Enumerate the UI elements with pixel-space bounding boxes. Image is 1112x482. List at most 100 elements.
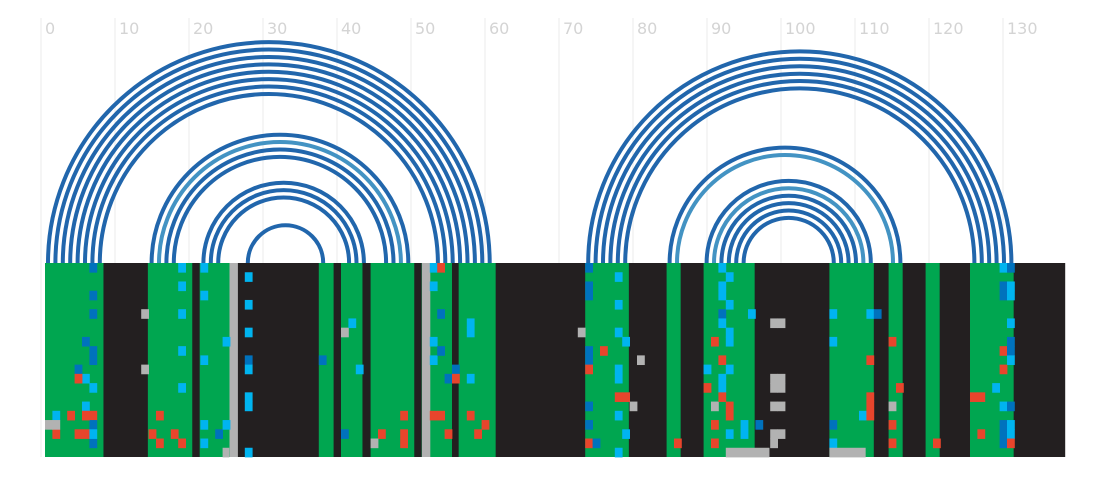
alignment-cell	[614, 327, 623, 338]
base-pair-arc	[741, 215, 836, 264]
base-pair-arc	[60, 55, 477, 264]
alignment-cell	[725, 327, 734, 338]
alignment-cell	[725, 364, 734, 375]
alignment-cell	[718, 309, 727, 319]
alignment-cell	[585, 364, 593, 375]
alignment-cell	[866, 392, 875, 402]
alignment-cell	[89, 383, 98, 393]
alignment-cell	[89, 309, 98, 319]
alignment-cell	[718, 263, 727, 273]
alignment-cell	[452, 364, 460, 375]
alignment-cell	[614, 447, 623, 458]
base-pair-arc	[83, 77, 455, 264]
alignment-cell	[888, 420, 897, 430]
x-tick-label: 110	[859, 19, 890, 38]
base-pair-arc	[171, 154, 389, 264]
alignment-cell	[400, 429, 408, 439]
alignment-cell	[89, 263, 98, 273]
paired-column-span	[458, 263, 496, 457]
alignment-cell	[1007, 355, 1015, 366]
alignment-cell	[400, 438, 408, 449]
alignment-cell	[866, 401, 875, 412]
alignment-cell	[585, 281, 593, 292]
paired-column-span	[370, 263, 415, 457]
alignment-cell	[829, 420, 838, 430]
alignment-cell	[178, 383, 186, 393]
alignment-cell	[999, 281, 1008, 292]
alignment-cell	[170, 429, 179, 439]
base-pair-arc	[593, 56, 1006, 264]
alignment-cell	[637, 355, 645, 366]
base-pair-arc	[53, 47, 485, 264]
alignment-cell	[725, 410, 734, 421]
alignment-cell	[777, 383, 786, 393]
alignment-cell	[444, 373, 453, 384]
alignment-cell	[711, 401, 719, 412]
x-tick-label: 20	[193, 19, 213, 38]
x-tick-label: 60	[489, 19, 509, 38]
alignment-cell	[429, 263, 438, 273]
alignment-cell	[452, 373, 460, 384]
alignment-cell	[200, 290, 209, 301]
alignment-cell	[89, 420, 98, 430]
alignment-cell	[970, 392, 978, 402]
alignment-cell	[82, 336, 90, 347]
alignment-cell	[244, 392, 253, 402]
paired-column-span	[341, 263, 363, 457]
alignment-cell	[933, 438, 941, 449]
x-tick-label: 30	[267, 19, 287, 38]
alignment-cell	[437, 263, 445, 273]
alignment-cell	[429, 355, 438, 366]
gap-bar	[725, 447, 770, 458]
alignment-cell	[770, 429, 778, 439]
alignment-cell	[999, 429, 1008, 439]
alignment-cell	[82, 410, 90, 421]
base-pair-arc	[734, 208, 844, 264]
alignment-cell	[437, 410, 445, 421]
alignment-cell	[82, 429, 90, 439]
alignment-cell	[888, 401, 897, 412]
alignment-cell	[444, 429, 453, 439]
alignment-cell	[866, 309, 875, 319]
base-pair-arc	[719, 193, 858, 264]
alignment-cell	[244, 272, 253, 282]
base-pair-arc	[712, 186, 866, 264]
base-pair-arc	[623, 86, 977, 264]
alignment-cell	[244, 327, 253, 338]
alignment-cell	[474, 429, 482, 439]
base-pair-arc	[245, 223, 326, 264]
alignment-cell	[178, 263, 186, 273]
alignment-cell	[400, 410, 408, 421]
alignment-cell	[770, 383, 778, 393]
alignment-cell	[200, 263, 209, 273]
alignment-cell	[999, 263, 1008, 273]
alignment-cell	[52, 429, 61, 439]
alignment-cell	[829, 309, 838, 319]
alignment-cell	[585, 290, 593, 301]
alignment-cell	[89, 438, 98, 449]
alignment-cell	[355, 364, 364, 375]
alignment-cell	[829, 336, 838, 347]
alignment-cell	[585, 263, 593, 273]
gap-column	[421, 263, 431, 457]
alignment-cell	[585, 420, 593, 430]
alignment-cell	[614, 272, 623, 282]
alignment-cell	[755, 420, 764, 430]
alignment-cell	[348, 318, 357, 329]
alignment-cell	[829, 438, 838, 449]
base-pair-arc	[726, 201, 851, 264]
alignment-cell	[629, 401, 638, 412]
alignment-cell	[1007, 401, 1015, 412]
alignment-cell	[770, 438, 778, 449]
alignment-cell	[341, 327, 349, 338]
alignment-cell	[244, 401, 253, 412]
alignment-cell	[770, 401, 778, 412]
alignment-cell	[1007, 438, 1015, 449]
base-pair-arc	[201, 180, 366, 264]
alignment-cell	[52, 420, 61, 430]
alignment-cell	[725, 272, 734, 282]
base-pair-arc	[46, 40, 492, 264]
alignment-cell	[999, 420, 1008, 430]
base-pair-arc	[586, 49, 1014, 264]
